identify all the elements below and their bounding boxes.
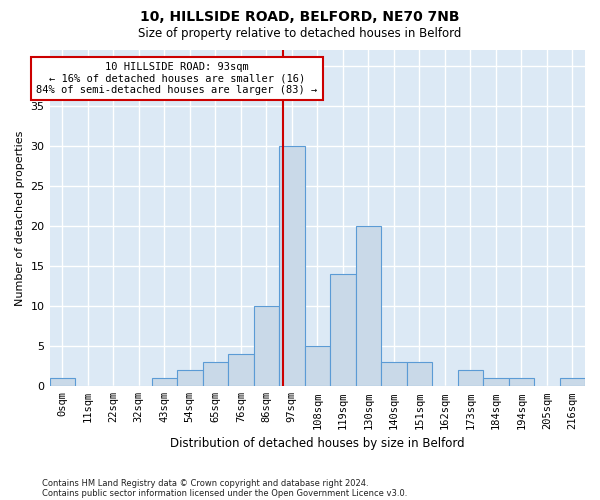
Bar	[407, 362, 432, 386]
Bar	[203, 362, 228, 386]
Bar	[279, 146, 305, 386]
X-axis label: Distribution of detached houses by size in Belford: Distribution of detached houses by size …	[170, 437, 464, 450]
Bar	[330, 274, 356, 386]
Bar	[177, 370, 203, 386]
Bar	[381, 362, 407, 386]
Y-axis label: Number of detached properties: Number of detached properties	[15, 130, 25, 306]
Bar	[254, 306, 279, 386]
Bar	[509, 378, 534, 386]
Bar	[228, 354, 254, 386]
Bar	[356, 226, 381, 386]
Text: Contains HM Land Registry data © Crown copyright and database right 2024.: Contains HM Land Registry data © Crown c…	[42, 478, 368, 488]
Bar	[305, 346, 330, 387]
Bar	[152, 378, 177, 386]
Bar	[560, 378, 585, 386]
Text: 10, HILLSIDE ROAD, BELFORD, NE70 7NB: 10, HILLSIDE ROAD, BELFORD, NE70 7NB	[140, 10, 460, 24]
Bar	[50, 378, 75, 386]
Bar	[483, 378, 509, 386]
Text: Size of property relative to detached houses in Belford: Size of property relative to detached ho…	[139, 28, 461, 40]
Text: 10 HILLSIDE ROAD: 93sqm
← 16% of detached houses are smaller (16)
84% of semi-de: 10 HILLSIDE ROAD: 93sqm ← 16% of detache…	[37, 62, 317, 95]
Text: Contains public sector information licensed under the Open Government Licence v3: Contains public sector information licen…	[42, 488, 407, 498]
Bar	[458, 370, 483, 386]
